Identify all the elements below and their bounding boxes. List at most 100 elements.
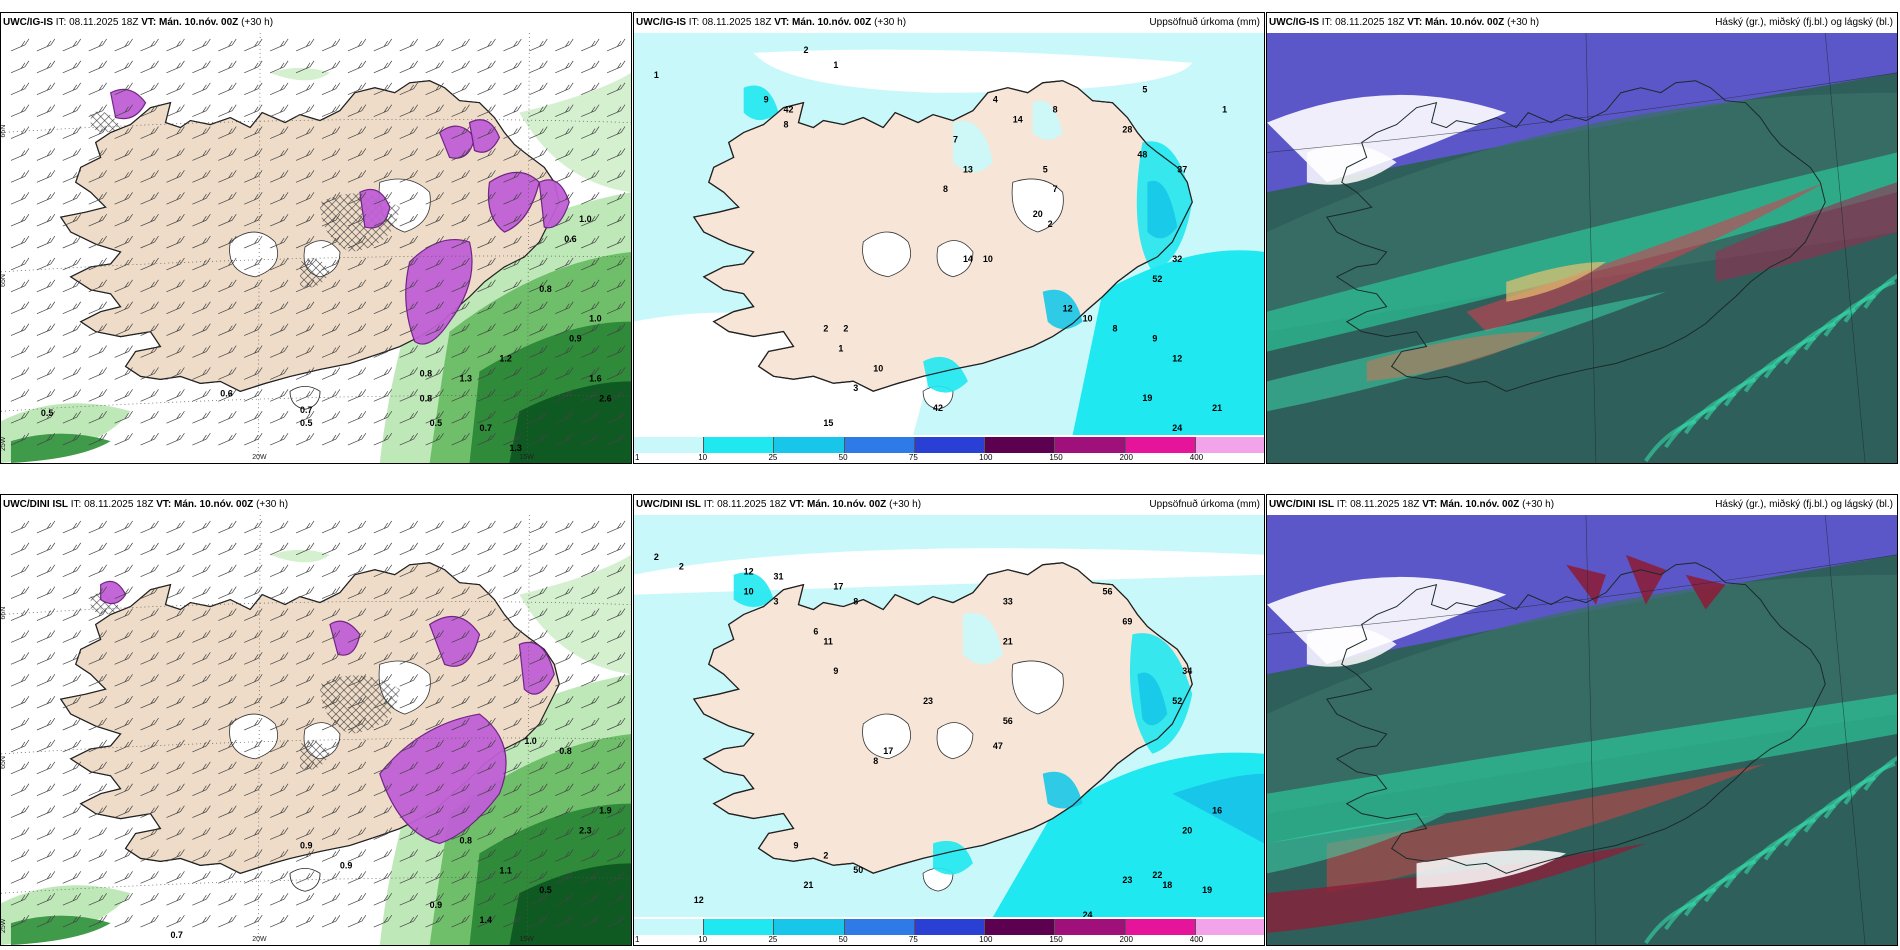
colorbar-swatch (704, 919, 775, 935)
value-label: 23 (923, 696, 933, 706)
axis-label: 25W (1, 918, 7, 933)
value-label: 50 (853, 865, 863, 875)
value-label: 19 (1202, 885, 1212, 895)
colorbar-swatch (634, 919, 705, 935)
axis-label: 65N (1, 756, 7, 769)
value-label: 12 (1172, 353, 1182, 363)
colorbar-tick: 200 (1119, 935, 1133, 944)
value-label: 1 (833, 60, 838, 70)
colorbar: 1 10 25 50 75 100 150 200 400 (634, 435, 1264, 463)
colorbar-swatch (844, 437, 915, 453)
value-label: 1.6 (589, 373, 601, 383)
value-label: 48 (1137, 149, 1147, 159)
panel-header: UWC/IG-IS IT: 08.11.2025 18Z VT: Mán. 10… (1267, 13, 1897, 33)
value-label: 15 (823, 418, 833, 428)
colorbar-tick: 10 (698, 935, 708, 944)
value-label: 8 (873, 756, 878, 766)
map-precipitation: 2 2 12 31 10 3 17 8 6 11 9 33 21 56 69 34 52 23 17 56 47 16 20… (634, 515, 1264, 917)
axis-label: 25W (1, 436, 7, 451)
colorbar-swatch (914, 919, 986, 935)
axis-label: 66N (1, 125, 7, 138)
value-label: 8 (853, 597, 858, 607)
value-label: 2 (654, 552, 659, 562)
colorbar-swatch (1195, 919, 1264, 935)
map-snowfall: 66N 65N 25W 20W 15W 0.5 0.6 0.7 1.0 0.9 0.8 1.2 1.3 0… (1, 33, 631, 463)
value-label: 34 (1182, 666, 1192, 676)
colorbar-tick: 75 (908, 453, 918, 462)
value-label: 0.7 (300, 405, 312, 415)
colorbar-tick: 50 (838, 453, 848, 462)
value-label: 19 (1142, 393, 1152, 403)
colorbar-tick: 400 (1189, 453, 1204, 462)
colorbar-swatch (704, 437, 775, 453)
colorbar-swatch (844, 919, 915, 935)
value-label: 21 (1212, 403, 1222, 413)
axis-label: 65N (1, 274, 7, 287)
value-label: 1 (1222, 105, 1227, 115)
colorbar-tick: 100 (979, 453, 993, 462)
value-label: 5 (1142, 85, 1147, 95)
value-label: 21 (1003, 636, 1013, 646)
value-label: 14 (963, 254, 973, 264)
colorbar-swatch (774, 919, 845, 935)
colorbar-swatch (634, 437, 705, 453)
axis-label: 20W (252, 936, 267, 943)
value-label: 1.3 (509, 443, 521, 453)
value-label: 0.8 (420, 368, 432, 378)
value-label: 0.6 (564, 234, 576, 244)
value-label: 1.4 (479, 915, 491, 925)
value-label: 4 (993, 95, 998, 105)
value-label: 37 (1177, 164, 1187, 174)
colorbar-swatch (1195, 437, 1264, 453)
value-label: 5 (1043, 164, 1048, 174)
panel-precip-dini: UWC/DINI ISL IT: 08.11.2025 18Z VT: Mán.… (633, 494, 1265, 946)
value-label: 12 (694, 895, 704, 905)
value-label: 10 (983, 254, 993, 264)
panel-header: UWC/DINI ISL IT: 08.11.2025 18Z VT: Mán.… (1267, 495, 1897, 515)
panel-header: UWC/IG-IS IT: 08.11.2025 18Z VT: Mán. 10… (1, 13, 631, 33)
map-clouds (1267, 515, 1897, 945)
colorbar: 1 10 25 50 75 100 150 200 400 (634, 917, 1264, 945)
value-label: 2 (679, 562, 684, 572)
value-label: 52 (1152, 274, 1162, 284)
value-label: 0.7 (479, 423, 491, 433)
value-label: 14 (1013, 115, 1023, 125)
axis-label: 15W (519, 454, 534, 461)
value-label: 10 (873, 363, 883, 373)
colorbar-tick: 200 (1119, 453, 1133, 462)
value-label: 8 (943, 184, 948, 194)
value-label: 18 (1162, 880, 1172, 890)
value-label: 24 (1172, 423, 1182, 433)
colorbar-tick: 1 (635, 935, 640, 944)
panel-clouds-igis: UWC/IG-IS IT: 08.11.2025 18Z VT: Mán. 10… (1266, 12, 1898, 464)
value-label: 17 (833, 582, 843, 592)
value-label: 2 (823, 324, 828, 334)
value-label: 21 (803, 880, 813, 890)
colorbar-tick: 75 (908, 935, 918, 944)
colorbar-swatch (1125, 919, 1196, 935)
value-label: 9 (1152, 333, 1157, 343)
value-label: 0.7 (170, 930, 182, 940)
value-label: 1 (838, 343, 843, 353)
value-label: 2.6 (599, 393, 611, 403)
value-label: 13 (963, 164, 973, 174)
panel-snow-dini: UWC/DINI ISL IT: 08.11.2025 18Z VT: Mán.… (0, 494, 632, 946)
value-label: 16 (1212, 806, 1222, 816)
value-label: 0.8 (460, 835, 472, 845)
value-label: 7 (953, 134, 958, 144)
value-label: 24 (1083, 910, 1093, 917)
value-label: 9 (833, 666, 838, 676)
panel-snow-igis: UWC/IG-IS IT: 08.11.2025 18Z VT: Mán. 10… (0, 12, 632, 464)
panel-header: UWC/DINI ISL IT: 08.11.2025 18Z VT: Mán.… (634, 495, 1264, 515)
value-label: 1 (654, 70, 659, 80)
value-label: 42 (784, 105, 794, 115)
value-label: 31 (774, 572, 784, 582)
colorbar-tick: 25 (768, 453, 778, 462)
value-label: 32 (1172, 254, 1182, 264)
value-label: 0.8 (420, 393, 432, 403)
value-label: 22 (1152, 870, 1162, 880)
map-snowfall: 66N 65N 25W 20W 15W 0.7 0.9 0.9 0.8 1.0 0.5 0.8 1.1 1… (1, 515, 631, 945)
value-label: 20 (1182, 825, 1192, 835)
value-label: 0.5 (430, 418, 442, 428)
value-label: 47 (993, 741, 1003, 751)
